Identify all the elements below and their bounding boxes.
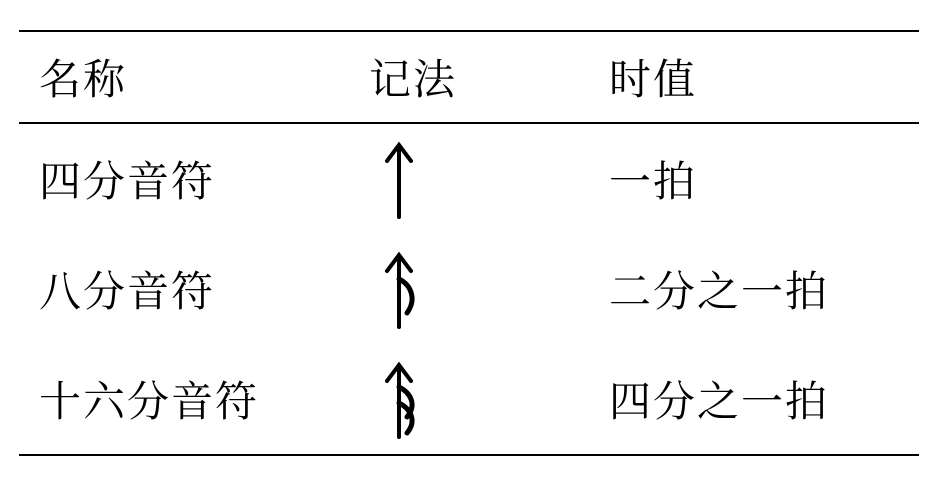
table-header-row: 名称 记法 时值 xyxy=(19,30,919,124)
header-label-name: 名称 xyxy=(39,47,127,107)
cell-value: 四分之一拍 xyxy=(589,369,919,429)
note-value: 四分之一拍 xyxy=(609,369,829,429)
header-cell-notation: 记法 xyxy=(359,47,589,107)
note-name: 八分音符 xyxy=(39,259,215,319)
cell-value: 一拍 xyxy=(589,149,919,209)
note-name: 四分音符 xyxy=(39,149,215,209)
table-row: 四分音符 一拍 xyxy=(19,124,919,234)
quarter-note-stem-icon xyxy=(369,139,429,219)
table-row: 八分音符 二分之一拍 xyxy=(19,234,919,344)
sixteenth-note-stem-icon xyxy=(369,359,429,439)
cell-name: 八分音符 xyxy=(19,259,359,319)
music-note-table: 名称 记法 时值 四分音符 一拍 八分音符 xyxy=(19,0,919,456)
note-value: 一拍 xyxy=(609,149,697,209)
eighth-note-stem-icon xyxy=(369,249,429,329)
header-cell-name: 名称 xyxy=(19,47,359,107)
note-value: 二分之一拍 xyxy=(609,259,829,319)
cell-name: 十六分音符 xyxy=(19,369,359,429)
cell-name: 四分音符 xyxy=(19,149,359,209)
cell-notation xyxy=(359,359,589,439)
note-name: 十六分音符 xyxy=(39,369,259,429)
cell-value: 二分之一拍 xyxy=(589,259,919,319)
cell-notation xyxy=(359,139,589,219)
header-label-notation: 记法 xyxy=(369,47,457,107)
cell-notation xyxy=(359,249,589,329)
header-cell-value: 时值 xyxy=(589,47,919,107)
table-row: 十六分音符 四分之一拍 xyxy=(19,344,919,456)
header-label-value: 时值 xyxy=(609,47,697,107)
